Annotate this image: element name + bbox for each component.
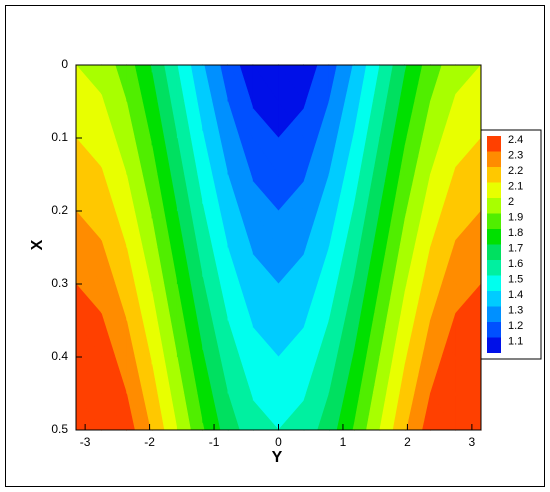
x-tick-label: -1 — [209, 435, 220, 449]
axes: -3 -2 -1 0 1 2 3 0 0.1 0.2 0.3 0.4 0.5 — [51, 57, 475, 449]
legend-swatch — [487, 182, 501, 198]
legend-label: 1.3 — [508, 304, 523, 316]
legend-label: 1.5 — [508, 273, 523, 285]
legend-label: 1.1 — [508, 335, 523, 347]
legend-swatch — [487, 337, 501, 353]
y-axis-title: X — [29, 239, 46, 250]
legend-swatch — [487, 244, 501, 260]
legend-swatch — [487, 275, 501, 291]
x-tick-label: 3 — [469, 435, 476, 449]
legend-label: 1.2 — [508, 320, 523, 332]
legend-swatch — [487, 260, 501, 276]
plot-area — [75, 64, 482, 431]
x-tick-label: -2 — [144, 435, 155, 449]
legend-swatch — [487, 306, 501, 322]
legend-swatch — [487, 198, 501, 214]
x-tick-label: 0 — [275, 435, 282, 449]
legend-label: 2.4 — [508, 134, 523, 146]
legend: 2.4 2.3 2.2 2.1 2 1.9 1.8 1.7 1.6 1.5 1.4 1.3 1.2 1.1 — [480, 129, 542, 360]
legend-label: 2.3 — [508, 149, 523, 161]
legend-swatch — [487, 322, 501, 338]
x-tick-label: 2 — [404, 435, 411, 449]
x-tick-label: 1 — [340, 435, 347, 449]
y-tick-label: 0 — [61, 57, 68, 71]
legend-label: 1.4 — [508, 289, 523, 301]
y-tick-label: 0.1 — [51, 130, 68, 144]
y-tick-label: 0.3 — [51, 276, 68, 290]
x-axis-title: Y — [272, 449, 283, 466]
legend-label: 2 — [508, 196, 514, 208]
legend-swatch — [487, 229, 501, 245]
y-tick-label: 0.2 — [51, 203, 68, 217]
legend-swatch — [487, 136, 501, 152]
legend-label: 1.7 — [508, 242, 523, 254]
legend-swatch — [487, 151, 501, 167]
legend-label: 1.6 — [508, 258, 523, 270]
x-tick-label: -3 — [80, 435, 91, 449]
y-tick-label: 0.5 — [51, 422, 68, 436]
legend-label: 2.1 — [508, 180, 523, 192]
legend-label: 1.9 — [508, 211, 523, 223]
legend-swatch — [487, 213, 501, 229]
legend-swatch — [487, 167, 501, 183]
legend-label: 2.2 — [508, 165, 523, 177]
y-tick-label: 0.4 — [51, 349, 68, 363]
legend-label: 1.8 — [508, 227, 523, 239]
legend-swatch — [487, 291, 501, 307]
